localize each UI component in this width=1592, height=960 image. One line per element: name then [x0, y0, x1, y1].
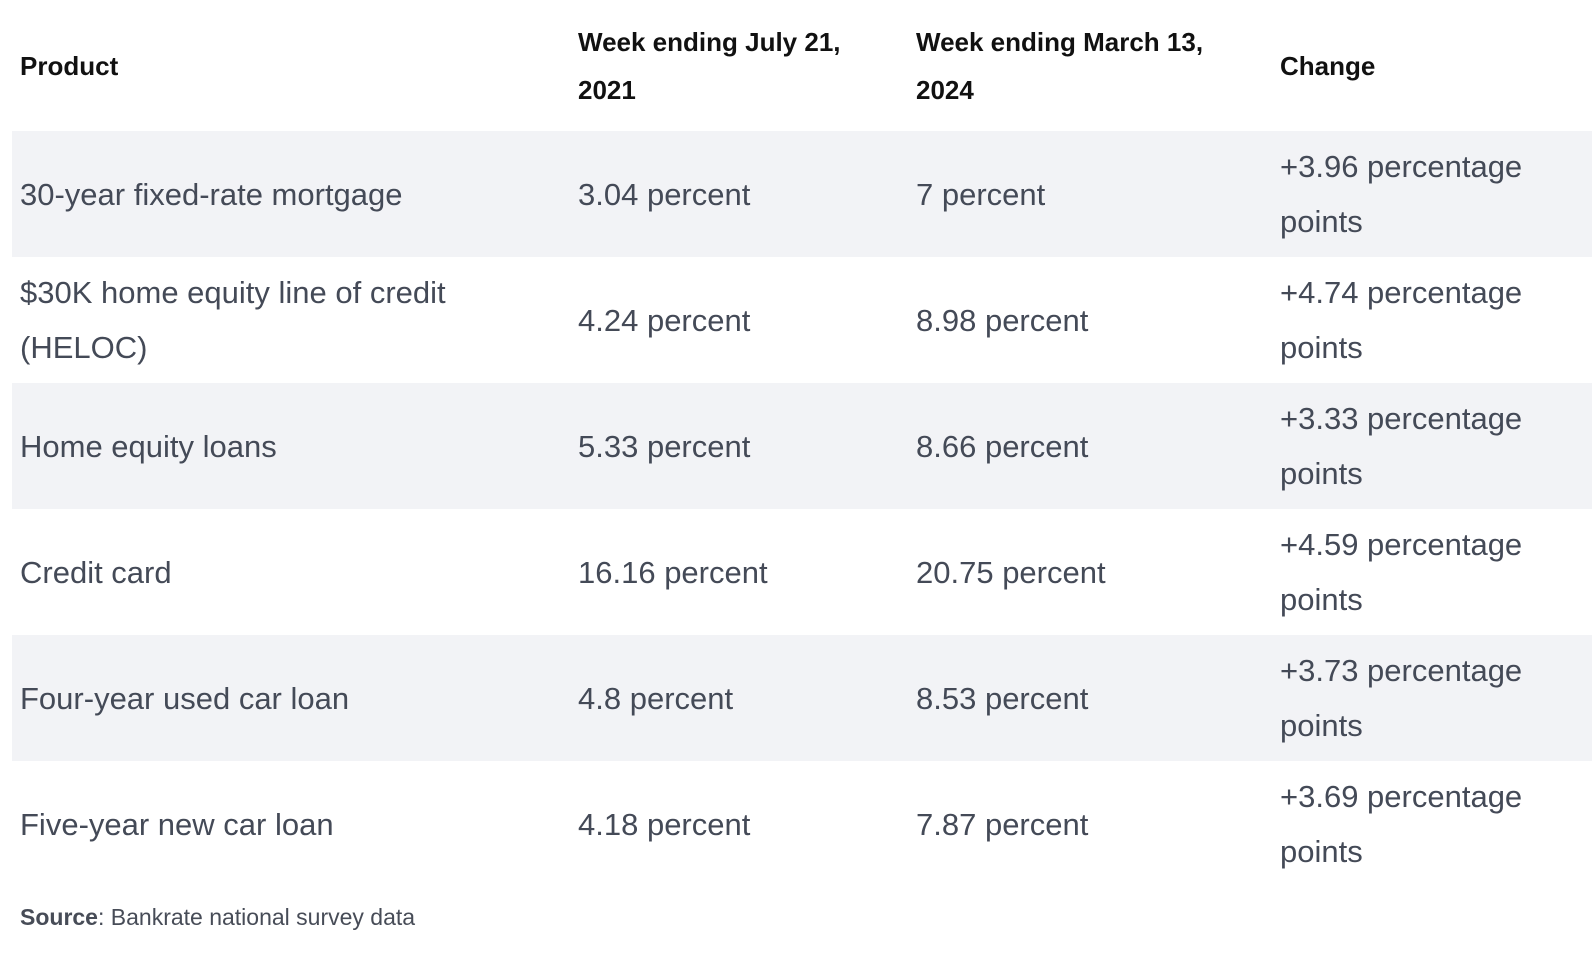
- header-row: Product Week ending July 21, 2021 Week e…: [12, 0, 1592, 131]
- cell-rate-2021: 16.16 percent: [570, 509, 908, 635]
- cell-change: +3.33 percentage points: [1272, 383, 1592, 509]
- cell-product: Credit card: [12, 509, 570, 635]
- table-body: 30-year fixed-rate mortgage 3.04 percent…: [12, 131, 1592, 887]
- table-header: Product Week ending July 21, 2021 Week e…: [12, 0, 1592, 131]
- source-text: : Bankrate national survey data: [97, 904, 416, 930]
- cell-rate-2021: 4.24 percent: [570, 257, 908, 383]
- cell-product: Five-year new car loan: [12, 761, 570, 887]
- cell-rate-2024: 20.75 percent: [908, 509, 1272, 635]
- header-change: Change: [1280, 50, 1376, 81]
- cell-rate-2021: 4.18 percent: [570, 761, 908, 887]
- source-label: Source: [20, 904, 98, 930]
- header-product: Product: [20, 50, 119, 81]
- cell-rate-2021: 5.33 percent: [570, 383, 908, 509]
- source-note: Source: Bankrate national survey data: [20, 898, 415, 936]
- header-week-2021: Week ending July 21, 2021: [578, 26, 841, 105]
- cell-rate-2024: 8.53 percent: [908, 635, 1272, 761]
- rates-table: Product Week ending July 21, 2021 Week e…: [12, 0, 1592, 887]
- cell-rate-2024: 8.66 percent: [908, 383, 1272, 509]
- cell-change: +4.59 percentage points: [1272, 509, 1592, 635]
- cell-product: Home equity loans: [12, 383, 570, 509]
- cell-product: Four-year used car loan: [12, 635, 570, 761]
- table-row: Home equity loans 5.33 percent 8.66 perc…: [12, 383, 1592, 509]
- rates-table-container: Product Week ending July 21, 2021 Week e…: [12, 0, 1592, 887]
- header-week-2024: Week ending March 13, 2024: [916, 26, 1204, 105]
- cell-change: +3.73 percentage points: [1272, 635, 1592, 761]
- table-row: Credit card 16.16 percent 20.75 percent …: [12, 509, 1592, 635]
- cell-rate-2024: 7 percent: [908, 131, 1272, 257]
- cell-product: 30-year fixed-rate mortgage: [12, 131, 570, 257]
- cell-rate-2021: 3.04 percent: [570, 131, 908, 257]
- cell-change: +4.74 percentage points: [1272, 257, 1592, 383]
- table-row: Five-year new car loan 4.18 percent 7.87…: [12, 761, 1592, 887]
- cell-rate-2024: 7.87 percent: [908, 761, 1272, 887]
- cell-product: $30K home equity line of credit (HELOC): [12, 257, 570, 383]
- table-row: Four-year used car loan 4.8 percent 8.53…: [12, 635, 1592, 761]
- cell-change: +3.96 percentage points: [1272, 131, 1592, 257]
- cell-rate-2021: 4.8 percent: [570, 635, 908, 761]
- table-row: 30-year fixed-rate mortgage 3.04 percent…: [12, 131, 1592, 257]
- cell-rate-2024: 8.98 percent: [908, 257, 1272, 383]
- cell-change: +3.69 percentage points: [1272, 761, 1592, 887]
- table-row: $30K home equity line of credit (HELOC) …: [12, 257, 1592, 383]
